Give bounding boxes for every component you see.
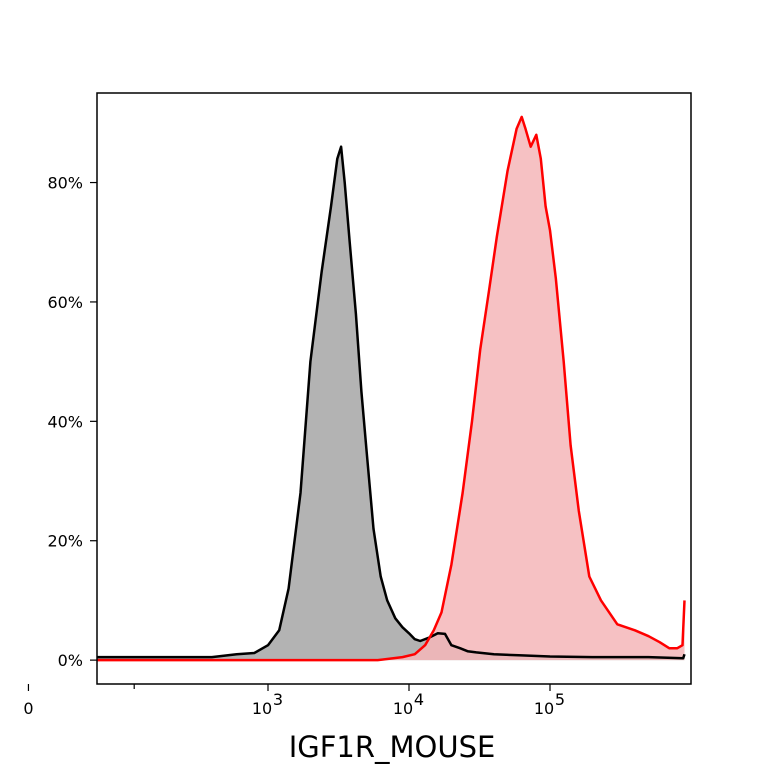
plot-frame [96, 92, 692, 685]
series-1-area [97, 116, 685, 661]
x-tick-exponent: 3 [273, 690, 283, 709]
x-tick-label: 0 [23, 699, 33, 718]
y-tick-label: 20% [47, 532, 83, 551]
plot-area [97, 115, 686, 662]
x-tick-exponent: 4 [414, 690, 424, 709]
y-tick-label: 40% [47, 412, 83, 431]
series-0-area [97, 146, 685, 661]
y-tick-label: 0% [58, 651, 83, 670]
x-tick-label: 10 [534, 699, 554, 718]
x-tick-label: 10 [252, 699, 272, 718]
y-tick-label: 60% [47, 293, 83, 312]
series-0-line [97, 145, 686, 660]
y-axis: 0% 20% 40% 60% 80% [47, 174, 97, 670]
series-1-line [97, 115, 686, 662]
x-axis-title: IGF1R_MOUSE [289, 730, 496, 764]
y-tick-label: 80% [47, 174, 83, 193]
x-tick-label: 10 [393, 699, 413, 718]
x-axis: 0 10 3 10 4 10 5 [23, 684, 565, 718]
x-tick-exponent: 5 [555, 690, 565, 709]
